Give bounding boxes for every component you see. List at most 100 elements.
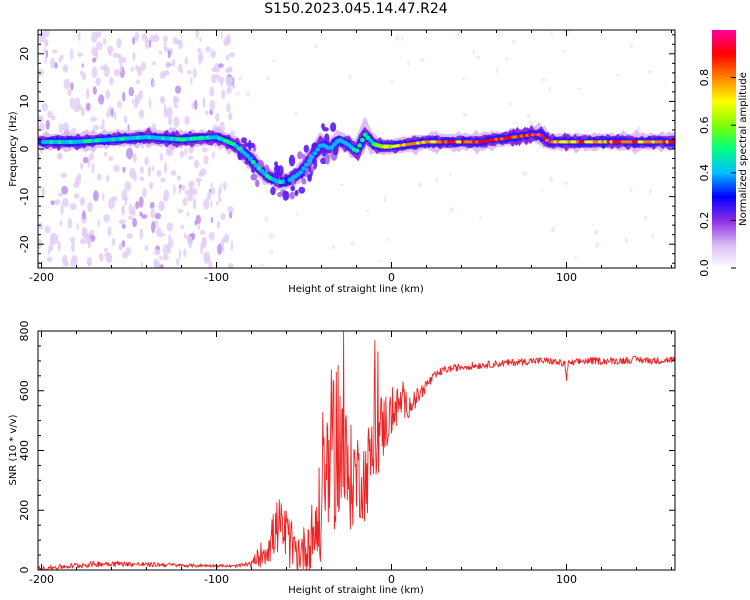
spectrogram-noise-blob bbox=[108, 156, 114, 161]
spectrogram-noise-blob bbox=[81, 63, 84, 68]
spectrogram-noise-blob bbox=[216, 201, 219, 206]
spectrogram-noise-blob bbox=[188, 182, 194, 195]
spectrogram-noise-blob bbox=[379, 259, 383, 262]
spectrogram-noise-blob bbox=[142, 187, 147, 198]
spectrogram-noise-blob bbox=[449, 173, 452, 177]
spectrogram-noise-blob bbox=[455, 32, 460, 38]
spectrogram-noise-blob bbox=[407, 61, 410, 66]
snr-x-tick-label: -200 bbox=[29, 573, 54, 586]
spectrogram-noise-blob bbox=[205, 46, 211, 53]
snr-y-tick-label: 400 bbox=[18, 440, 31, 461]
spectrogram-noise-blob bbox=[132, 205, 136, 217]
spectrogram-noise-blob bbox=[44, 56, 47, 65]
colorbar-ticks: 0.0 0.2 0.4 0.6 0.8 bbox=[698, 69, 736, 277]
spectrogram-noise-blob bbox=[475, 55, 480, 60]
spectrogram-noise-blob bbox=[127, 124, 130, 132]
spectrogram-noise-blob bbox=[178, 39, 183, 50]
spectrogram-x-tick-label: -100 bbox=[204, 271, 229, 284]
colorbar: 0.0 0.2 0.4 0.6 0.8 Normalized spectral ampl… bbox=[698, 30, 749, 277]
spectrogram-noise-blob bbox=[122, 166, 126, 173]
spectrogram-noise-blob bbox=[458, 30, 462, 33]
spectrogram-y-tick-label: -20 bbox=[18, 235, 31, 253]
spectrogram-noise-blob bbox=[58, 123, 64, 134]
spectrogram-noise-blob bbox=[107, 50, 113, 56]
spectrogram-noise-blob bbox=[159, 71, 166, 80]
spectrogram-noise-blob bbox=[186, 212, 190, 217]
spectrogram-noise-blob bbox=[163, 35, 168, 43]
spectrogram-noise-blob bbox=[86, 256, 93, 267]
spectrogram-noise-blob bbox=[91, 66, 98, 79]
spectrogram-noise-blob bbox=[50, 200, 55, 205]
spectrogram-noise-blob bbox=[86, 237, 92, 245]
spectrogram-noise-blob bbox=[563, 182, 569, 185]
spectrogram-noise-blob bbox=[365, 209, 371, 212]
snr-ticks: -200 -100 0 100 0 200 400 600 800 bbox=[18, 321, 675, 586]
spectrogram-noise-blob bbox=[223, 185, 226, 191]
spectrogram-noise-blob bbox=[135, 201, 140, 210]
spectrogram-noise-blob bbox=[67, 89, 72, 96]
spectrogram-noise-blob bbox=[199, 37, 202, 43]
spectrogram-noise-blob bbox=[111, 238, 116, 246]
spectrogram-y-tick-label: -10 bbox=[18, 188, 31, 206]
spectrogram-noise-blob bbox=[80, 162, 84, 170]
spectrogram-noise-blob bbox=[134, 31, 140, 42]
spectrogram-noise-blob bbox=[102, 192, 105, 201]
colorbar-gradient bbox=[712, 30, 736, 268]
spectrogram-noise-blob bbox=[227, 206, 234, 213]
spectrogram-noise-blob bbox=[417, 182, 423, 188]
spectrogram-ridge-blob bbox=[298, 186, 306, 194]
spectrogram-ridge-blob bbox=[324, 153, 330, 165]
spectrogram-noise-blob bbox=[149, 39, 152, 49]
spectrogram-noise-blob bbox=[126, 233, 133, 240]
spectrogram-x-tick-label: -200 bbox=[29, 271, 54, 284]
snr-series-line bbox=[38, 331, 675, 570]
spectrogram-noise-blob bbox=[550, 226, 556, 233]
spectrogram-noise-blob bbox=[179, 249, 182, 260]
spectrogram-noise-blob bbox=[99, 252, 104, 262]
spectrogram-noise-blob bbox=[110, 107, 114, 118]
spectrogram-noise-blob bbox=[615, 73, 620, 77]
spectrogram-noise-blob bbox=[541, 77, 546, 82]
spectrogram-noise-blob bbox=[158, 200, 165, 212]
spectrogram-ridge-blob bbox=[332, 145, 339, 156]
spectrogram-noise-blob bbox=[231, 83, 236, 90]
spectrogram-noise-blob bbox=[82, 210, 86, 220]
spectrogram-noise-blob bbox=[44, 39, 49, 46]
spectrogram-noise-blob bbox=[144, 38, 150, 50]
colorbar-tick-label: 0.0 bbox=[698, 259, 711, 277]
spectrogram-noise-blob bbox=[136, 79, 140, 85]
spectrogram-noise-blob bbox=[167, 50, 171, 59]
spectrogram-ridge-blob bbox=[257, 159, 264, 168]
spectrogram-noise-blob bbox=[120, 56, 127, 64]
spectrogram-noise-blob bbox=[184, 115, 190, 125]
spectrogram-noise-blob bbox=[230, 240, 234, 252]
spectrogram-noise-blob bbox=[211, 66, 216, 73]
spectrogram-y-tick-label: 20 bbox=[18, 47, 31, 61]
spectrogram-noise-blob bbox=[664, 239, 668, 245]
spectrogram-noise-blob bbox=[206, 191, 212, 201]
spectrogram-noise-blob bbox=[159, 153, 164, 162]
spectrogram-noise-blob bbox=[43, 46, 46, 54]
spectrogram-noise-blob bbox=[203, 155, 209, 165]
spectrogram-noise-blob bbox=[57, 192, 64, 197]
spectrogram-noise-blob bbox=[73, 105, 80, 113]
spectrogram-noise-blob bbox=[170, 169, 177, 176]
spectrogram-noise-blob bbox=[200, 243, 204, 255]
spectrogram-noise-blob bbox=[339, 183, 344, 186]
spectrogram-noise-blob bbox=[331, 244, 335, 250]
spectrogram-noise-blob bbox=[92, 57, 97, 63]
spectrogram-noise-blob bbox=[123, 115, 128, 124]
spectrogram-noise-blob bbox=[192, 68, 197, 79]
spectrogram-noise-blob bbox=[47, 110, 53, 119]
spectrogram-ridge-blob bbox=[321, 147, 326, 153]
spectrogram-noise-blob bbox=[195, 30, 199, 39]
spectrogram-ridge-blob bbox=[303, 144, 309, 153]
spectrogram-core-cell bbox=[315, 147, 320, 152]
spectrogram-noise-blob bbox=[117, 100, 122, 109]
spectrogram-noise-blob bbox=[223, 37, 229, 47]
spectrogram-noise-blob bbox=[80, 238, 86, 245]
spectrogram-noise-blob bbox=[89, 152, 94, 161]
spectrogram-noise-blob bbox=[173, 95, 178, 103]
spectrogram-noise-blob bbox=[70, 236, 75, 244]
spectrogram-noise-blob bbox=[47, 249, 51, 255]
